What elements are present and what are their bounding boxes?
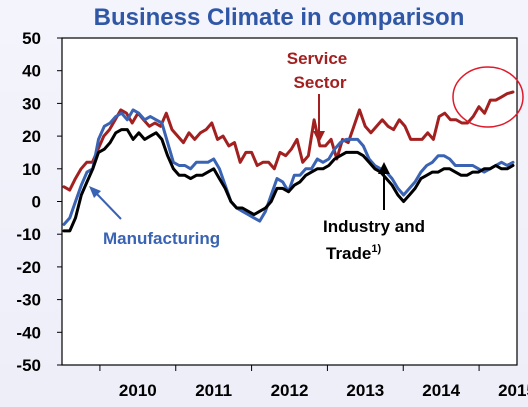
y-tick-label: 40 bbox=[22, 62, 41, 81]
plot-frame bbox=[61, 37, 518, 366]
y-tick-label: 0 bbox=[32, 193, 41, 212]
y-tick-label: 20 bbox=[22, 127, 41, 146]
highlight-circle bbox=[452, 66, 524, 128]
y-tick-label: -30 bbox=[16, 291, 41, 310]
series-layer bbox=[62, 90, 515, 233]
x-axis: 2010 2011 2012 2013 2014 2015 bbox=[99, 365, 528, 400]
x-tick-label: 2012 bbox=[271, 381, 309, 400]
industry-label-line2: Trade1) bbox=[326, 243, 381, 263]
x-tick-label: 2014 bbox=[422, 381, 460, 400]
industry-pointer-head bbox=[378, 162, 390, 174]
manufacturing-label: Manufacturing bbox=[103, 229, 220, 248]
chart-title: Business Climate in comparison bbox=[94, 4, 465, 31]
y-tick-label: 30 bbox=[22, 94, 41, 113]
y-tick-label: 50 bbox=[22, 29, 41, 48]
x-tick-label: 2013 bbox=[346, 381, 384, 400]
manufacturing-pointer-head bbox=[89, 186, 101, 198]
service-label-line2: Sector bbox=[294, 73, 347, 92]
y-tick-label: -20 bbox=[16, 258, 41, 277]
manufacturing-annotation: Manufacturing bbox=[89, 186, 220, 248]
industry-annotation: Industry and Trade1) bbox=[323, 162, 425, 263]
y-tick-label: 10 bbox=[22, 160, 41, 179]
industry-label-trade: Trade bbox=[326, 244, 371, 263]
x-tick-label: 2010 bbox=[119, 381, 157, 400]
x-tick-label: 2011 bbox=[195, 381, 232, 400]
y-tick-label: -10 bbox=[16, 225, 41, 244]
y-tick-label: -40 bbox=[16, 323, 41, 342]
service-sector-annotation: Service Sector bbox=[287, 49, 348, 143]
service-pointer-head bbox=[313, 131, 325, 143]
manufacturing-pointer-line bbox=[95, 192, 122, 220]
y-tick-label: -50 bbox=[16, 356, 41, 375]
industry-label-footnote: 1) bbox=[371, 243, 381, 255]
y-axis: 50 40 30 20 10 0 -10 -20 -30 -40 -50 bbox=[16, 29, 62, 375]
service-label-line1: Service bbox=[287, 49, 348, 68]
industry-label-line1: Industry and bbox=[323, 217, 425, 236]
x-tick-label: 2015 bbox=[498, 381, 528, 400]
series-line-industry bbox=[62, 128, 515, 233]
